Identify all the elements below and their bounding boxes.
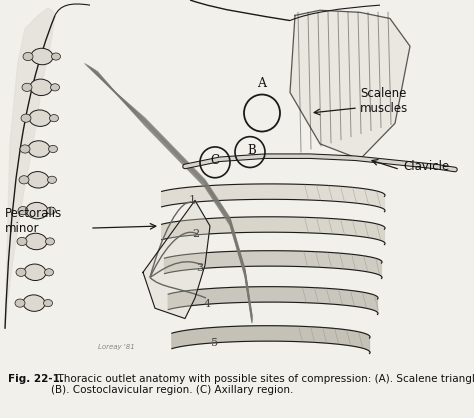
Text: C: C <box>210 154 219 167</box>
Ellipse shape <box>18 206 28 215</box>
Ellipse shape <box>19 176 29 184</box>
Ellipse shape <box>24 264 46 280</box>
Text: 4: 4 <box>203 299 210 309</box>
Text: Clavicle: Clavicle <box>403 160 449 173</box>
Text: 2: 2 <box>192 229 200 239</box>
Text: Loreay '81: Loreay '81 <box>98 344 135 350</box>
Ellipse shape <box>26 202 48 219</box>
Ellipse shape <box>46 238 55 245</box>
Ellipse shape <box>20 145 30 153</box>
Ellipse shape <box>49 115 58 122</box>
Polygon shape <box>143 200 210 319</box>
Text: Scalene
muscles: Scalene muscles <box>360 87 408 115</box>
Polygon shape <box>5 8 55 329</box>
Ellipse shape <box>31 48 53 65</box>
Ellipse shape <box>22 83 32 92</box>
Ellipse shape <box>17 237 27 245</box>
Polygon shape <box>168 287 378 314</box>
Polygon shape <box>162 217 385 245</box>
Polygon shape <box>172 326 370 354</box>
Ellipse shape <box>45 269 54 276</box>
Ellipse shape <box>30 79 52 96</box>
Ellipse shape <box>25 233 47 250</box>
Text: A: A <box>257 77 266 90</box>
Ellipse shape <box>15 299 25 307</box>
Ellipse shape <box>52 53 61 60</box>
Ellipse shape <box>23 52 33 61</box>
Ellipse shape <box>44 300 53 307</box>
Ellipse shape <box>46 207 55 214</box>
Text: 3: 3 <box>196 263 203 273</box>
Polygon shape <box>290 10 410 159</box>
Ellipse shape <box>29 110 51 126</box>
Polygon shape <box>162 184 385 212</box>
Ellipse shape <box>23 295 45 311</box>
Text: Thoracic outlet anatomy with possible sites of compression: (A). Scalene triangl: Thoracic outlet anatomy with possible si… <box>51 374 474 395</box>
Ellipse shape <box>27 171 49 188</box>
Ellipse shape <box>48 145 57 153</box>
Ellipse shape <box>47 176 56 184</box>
Ellipse shape <box>51 84 60 91</box>
Text: Pectoralis
minor: Pectoralis minor <box>5 207 62 235</box>
Text: Fig. 22-1.: Fig. 22-1. <box>8 374 64 384</box>
Ellipse shape <box>21 114 31 122</box>
Ellipse shape <box>16 268 26 276</box>
Ellipse shape <box>28 141 50 157</box>
Text: 5: 5 <box>211 338 219 348</box>
Text: B: B <box>247 143 256 156</box>
Polygon shape <box>164 251 382 278</box>
Text: 1: 1 <box>189 195 196 205</box>
